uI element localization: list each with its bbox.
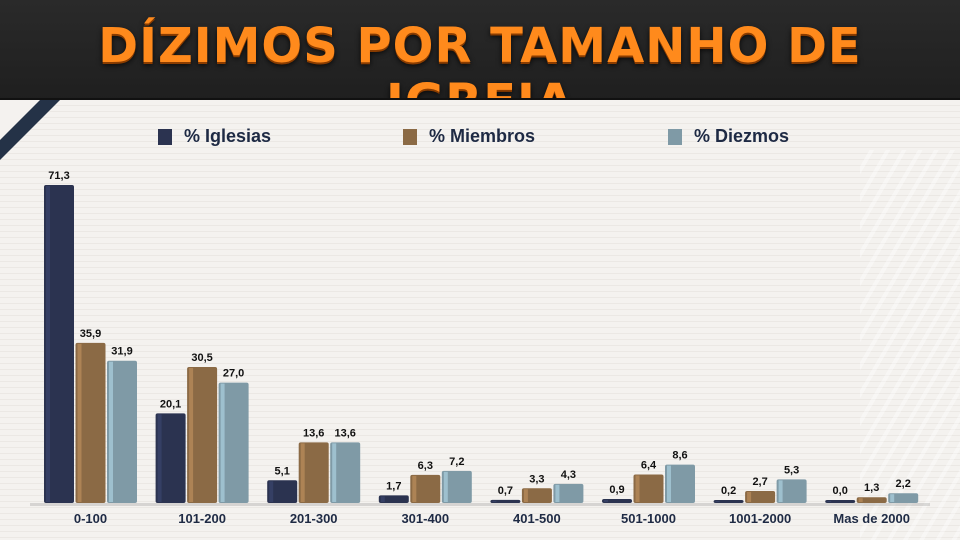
bar-highlight bbox=[635, 475, 640, 502]
bar-highlight bbox=[332, 443, 337, 502]
legend-swatch-diezmos bbox=[668, 129, 682, 145]
legend-swatch-iglesias bbox=[158, 129, 172, 145]
bar-highlight bbox=[46, 186, 50, 502]
x-tick-label: 1001-2000 bbox=[729, 511, 791, 526]
x-tick-label: 301-400 bbox=[401, 511, 449, 526]
bar-highlight bbox=[380, 496, 385, 502]
stripe-decoration bbox=[860, 150, 960, 540]
bar-0-100-series-2 bbox=[107, 360, 137, 503]
data-label: 4,3 bbox=[561, 469, 576, 481]
bar-highlight bbox=[667, 465, 671, 502]
bar-highlight bbox=[220, 383, 225, 502]
bar-mas-de-2000-series-0 bbox=[825, 500, 856, 503]
data-label: 1,7 bbox=[386, 480, 401, 492]
x-tick-label: 0-100 bbox=[74, 511, 107, 526]
bar-401-500-series-1 bbox=[521, 488, 552, 503]
corner-decoration-inner bbox=[0, 100, 40, 140]
bar-highlight bbox=[492, 500, 497, 502]
bar-highlight bbox=[747, 491, 752, 502]
bar-401-500-series-2 bbox=[553, 483, 584, 503]
data-label: 13,6 bbox=[334, 427, 355, 439]
bar-101-200-series-0 bbox=[155, 413, 186, 503]
bar-401-500-series-0 bbox=[490, 499, 521, 503]
data-label: 6,4 bbox=[641, 459, 657, 471]
bar-highlight bbox=[890, 494, 895, 502]
bar-highlight bbox=[555, 484, 560, 502]
data-label: 0,0 bbox=[833, 485, 848, 497]
bar-201-300-series-1 bbox=[298, 442, 329, 503]
bar-highlight bbox=[778, 480, 783, 502]
bar-1001-2000-series-1 bbox=[745, 490, 776, 503]
bar-0-100-series-1 bbox=[75, 342, 106, 503]
data-label: 8,6 bbox=[672, 450, 687, 462]
bar-highlight bbox=[109, 361, 113, 502]
bar-highlight bbox=[157, 414, 162, 502]
data-label: 0,9 bbox=[609, 484, 624, 496]
bar-highlight bbox=[715, 501, 720, 502]
bar-highlight bbox=[300, 443, 305, 502]
data-label: 20,1 bbox=[160, 398, 181, 410]
bar-highlight bbox=[443, 471, 448, 502]
bar-501-1000-series-2 bbox=[665, 464, 695, 503]
bar-highlight bbox=[604, 499, 608, 502]
bar-101-200-series-1 bbox=[187, 366, 218, 503]
data-label: 13,6 bbox=[303, 427, 324, 439]
bar-highlight bbox=[77, 343, 82, 502]
data-label: 71,3 bbox=[48, 170, 69, 182]
bar-highlight bbox=[827, 501, 832, 502]
data-label: 30,5 bbox=[191, 352, 212, 364]
bar-mas-de-2000-series-1 bbox=[856, 497, 887, 503]
bar-highlight bbox=[858, 498, 863, 502]
legend-label-diezmos: % Diezmos bbox=[694, 126, 790, 146]
data-label: 0,7 bbox=[498, 485, 513, 497]
bar-highlight bbox=[523, 489, 528, 502]
bar-101-200-series-2 bbox=[218, 382, 249, 503]
header-bar: DÍZIMOS POR TAMANHO DE IGREJA bbox=[0, 0, 960, 130]
data-label: 2,2 bbox=[896, 478, 911, 490]
bar-301-400-series-2 bbox=[441, 470, 472, 503]
bar-501-1000-series-0 bbox=[602, 498, 632, 503]
data-label: 3,3 bbox=[529, 473, 544, 485]
bar-mas-de-2000-series-2 bbox=[888, 493, 919, 503]
legend-label-iglesias: % Iglesias bbox=[184, 126, 272, 146]
bar-201-300-series-2 bbox=[330, 442, 361, 503]
data-label: 5,3 bbox=[784, 464, 799, 476]
data-label: 1,3 bbox=[864, 482, 879, 494]
bar-301-400-series-0 bbox=[378, 495, 409, 503]
x-tick-label: 401-500 bbox=[513, 511, 561, 526]
bar-highlight bbox=[412, 475, 417, 502]
x-tick-label: 101-200 bbox=[178, 511, 226, 526]
data-label: 27,0 bbox=[223, 368, 244, 380]
data-label: 35,9 bbox=[80, 328, 101, 340]
bar-0-100-series-0 bbox=[44, 185, 74, 503]
bar-201-300-series-0 bbox=[267, 480, 298, 503]
data-label: 6,3 bbox=[418, 460, 433, 472]
legend-label-miembros: % Miembros bbox=[429, 126, 536, 146]
x-tick-label: 501-1000 bbox=[621, 511, 676, 526]
chart-baseline bbox=[30, 503, 930, 506]
bar-1001-2000-series-2 bbox=[776, 479, 807, 503]
bar-301-400-series-1 bbox=[410, 474, 441, 503]
bar-501-1000-series-1 bbox=[633, 474, 664, 503]
x-tick-label: Mas de 2000 bbox=[833, 511, 910, 526]
legend: % Iglesias % Miembros % Diezmos bbox=[0, 126, 960, 150]
legend-swatch-miembros bbox=[403, 129, 417, 145]
data-label: 2,7 bbox=[752, 476, 767, 488]
bar-highlight bbox=[269, 481, 274, 502]
chart-title: DÍZIMOS POR TAMANHO DE IGREJA bbox=[98, 18, 862, 130]
bar-highlight bbox=[189, 367, 194, 502]
data-label: 7,2 bbox=[449, 456, 464, 468]
data-label: 0,2 bbox=[721, 485, 736, 497]
bar-1001-2000-series-0 bbox=[713, 500, 744, 503]
data-label: 5,1 bbox=[275, 465, 290, 477]
x-tick-label: 201-300 bbox=[290, 511, 338, 526]
data-label: 31,9 bbox=[111, 346, 132, 358]
